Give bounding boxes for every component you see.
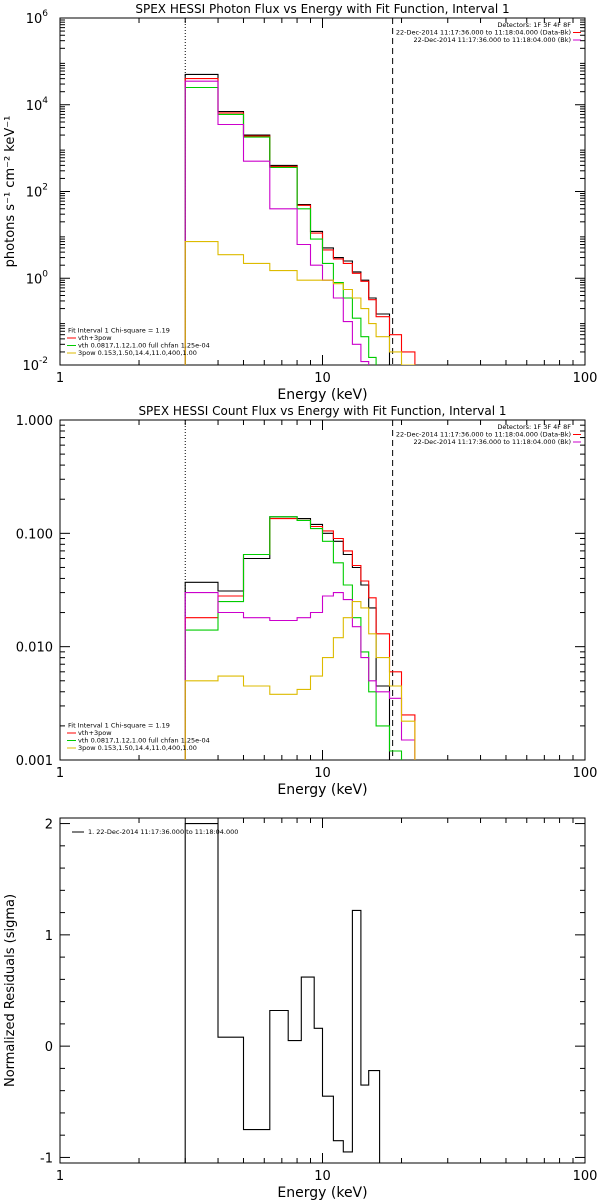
legend-top-right-line: Detectors: 1F 3F 4F 8F xyxy=(497,423,571,431)
series-1-line xyxy=(184,823,394,1163)
y-tick-exponent: 4 xyxy=(42,96,48,106)
x-tick-label: 1 xyxy=(56,1169,64,1184)
series-4-line xyxy=(184,592,416,760)
series-2-line xyxy=(184,78,416,365)
y-tick-exponent: -2 xyxy=(39,356,48,366)
y-tick-base: 10 xyxy=(26,186,43,201)
y-tick-base: 10 xyxy=(26,12,43,27)
legend-bottom-left-line: vth 0.0817,1.12,1.00 full chfan 1.25e-04 xyxy=(78,342,210,350)
legend-bottom-left-line: vth+3pow xyxy=(78,729,112,737)
y-tick-label: 0.010 xyxy=(16,641,53,656)
x-tick-label: 1 xyxy=(56,371,64,386)
x-axis-label: Energy (keV) xyxy=(277,387,367,403)
series-1-line xyxy=(184,516,391,760)
chart-panel-2: SPEX HESSI Count Flux vs Energy with Fit… xyxy=(16,404,598,798)
x-tick-label: 100 xyxy=(573,766,598,781)
series-5-line xyxy=(184,241,416,365)
y-tick-label: 0 xyxy=(45,1040,53,1055)
legend-top-right-line: 22-Dec-2014 11:17:36.000 to 11:18:04.000… xyxy=(414,438,572,446)
x-tick-label: 100 xyxy=(573,1169,598,1184)
legend-bottom-left-line: Fit Interval 1 Chi-square = 1.19 xyxy=(68,327,170,335)
y-tick-base: 10 xyxy=(26,272,43,287)
y-tick-base: 10 xyxy=(26,99,43,114)
series-4-line xyxy=(184,80,370,365)
x-tick-label: 100 xyxy=(573,371,598,386)
legend-top-left-line: 1. 22-Dec-2014 11:17:36.000 to 11:18:04.… xyxy=(88,828,238,836)
legend-bottom-left-line: 3pow 0.153,1.50,14.4,11.0,400,1.00 xyxy=(78,744,197,752)
legend-top-right-line: Detectors: 1F 3F 4F 8F xyxy=(497,21,571,29)
x-axis-label: Energy (keV) xyxy=(277,782,367,798)
series-2-line xyxy=(184,518,416,760)
y-axis-label: Normalized Residuals (sigma) xyxy=(3,894,18,1087)
legend-top-right-line: 22-Dec-2014 11:17:36.000 to 11:18:04.000… xyxy=(414,36,572,44)
legend-bottom-left-line: vth+3pow xyxy=(78,334,112,342)
series-1-line xyxy=(184,73,391,365)
y-tick-exponent: 2 xyxy=(42,183,48,193)
x-tick-label: 10 xyxy=(314,1169,331,1184)
x-axis-label: Energy (keV) xyxy=(277,1185,367,1200)
plot-frame xyxy=(59,419,586,761)
y-tick-exponent: 6 xyxy=(42,9,48,19)
y-tick-label: 104 xyxy=(26,96,49,114)
y-tick-label: 100 xyxy=(26,269,49,287)
x-tick-label: 10 xyxy=(314,371,331,386)
y-tick-exponent: 0 xyxy=(42,269,48,279)
plot-frame xyxy=(59,817,586,1164)
y-tick-label: 1.000 xyxy=(16,414,53,429)
x-tick-label: 1 xyxy=(56,766,64,781)
y-axis-label: photons s⁻¹ cm⁻² keV⁻¹ xyxy=(3,116,18,268)
y-tick-label: 2 xyxy=(45,818,53,833)
legend-bottom-left-line: vth 0.0817,1.12,1.00 full chfan 1.25e-04 xyxy=(78,737,210,745)
y-tick-label: -1 xyxy=(40,1151,53,1166)
y-tick-label: 0.001 xyxy=(16,754,53,769)
series-3-line xyxy=(184,516,403,760)
chart-title: SPEX HESSI Photon Flux vs Energy with Fi… xyxy=(135,2,509,16)
legend-top-right-line: 22-Dec-2014 11:17:36.000 to 11:18:04.000… xyxy=(396,431,571,439)
legend-bottom-left-line: Fit Interval 1 Chi-square = 1.19 xyxy=(68,722,170,730)
chart-panel-1: SPEX HESSI Photon Flux vs Energy with Fi… xyxy=(3,2,597,403)
y-tick-label: 1 xyxy=(45,929,53,944)
x-tick-label: 10 xyxy=(314,766,331,781)
y-tick-label: 106 xyxy=(26,9,49,27)
y-tick-label: 102 xyxy=(26,183,48,201)
y-tick-label: 10-2 xyxy=(22,356,48,374)
series-5-line xyxy=(184,601,416,760)
legend-top-right-line: 22-Dec-2014 11:17:36.000 to 11:18:04.000… xyxy=(396,29,571,37)
y-tick-label: 0.100 xyxy=(16,527,53,542)
legend-bottom-left-line: 3pow 0.153,1.50,14.4,11.0,400,1.00 xyxy=(78,349,197,357)
chart-panel-3: 1 10 100 -1 0 1 2 Energy (keV) Normalized Residu… xyxy=(3,817,598,1200)
plot-frame xyxy=(59,17,586,366)
series-3-line xyxy=(184,86,377,365)
chart-title: SPEX HESSI Count Flux vs Energy with Fit… xyxy=(138,404,506,418)
y-tick-base: 10 xyxy=(22,359,39,374)
